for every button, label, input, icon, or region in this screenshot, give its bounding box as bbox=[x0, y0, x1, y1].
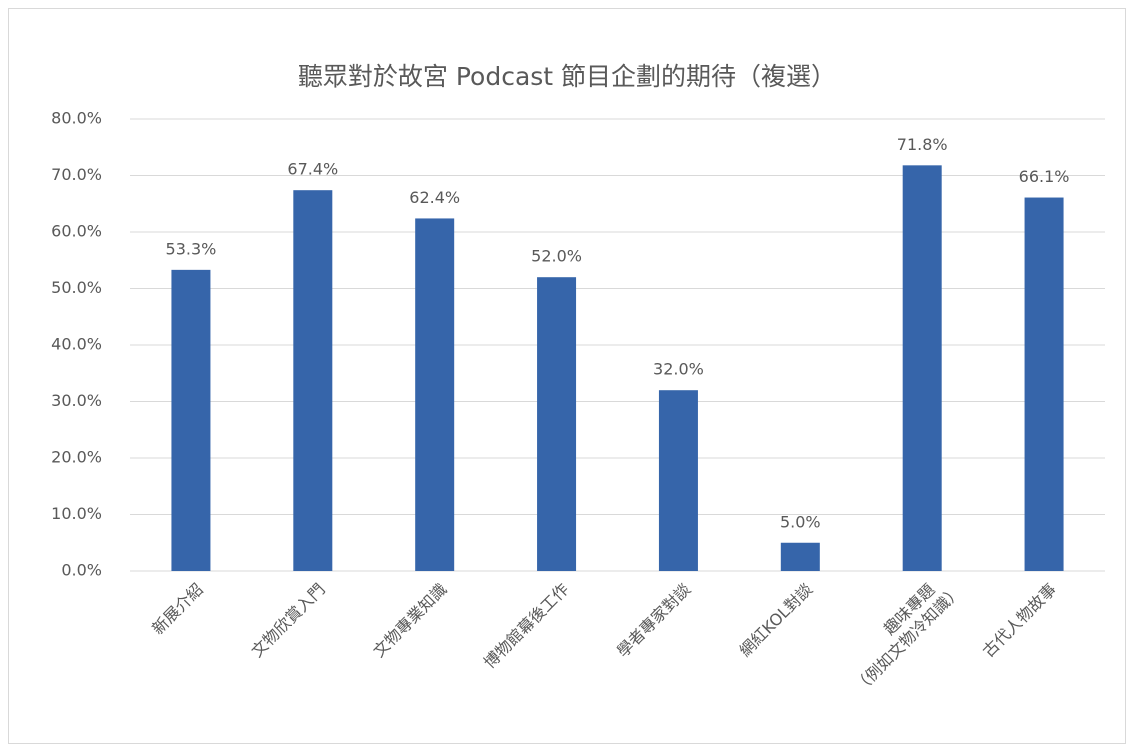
y-tick-label: 60.0% bbox=[51, 222, 102, 241]
y-tick-label: 50.0% bbox=[51, 278, 102, 297]
y-tick-label: 10.0% bbox=[51, 504, 102, 523]
y-tick-label: 70.0% bbox=[51, 165, 102, 184]
bar bbox=[780, 542, 820, 571]
bar bbox=[415, 218, 455, 571]
data-label: 62.4% bbox=[409, 188, 460, 207]
data-label: 52.0% bbox=[531, 247, 582, 266]
y-tick-label: 0.0% bbox=[61, 561, 102, 580]
data-label: 71.8% bbox=[897, 135, 948, 154]
bar bbox=[1024, 197, 1064, 571]
data-label: 67.4% bbox=[287, 160, 338, 179]
bar bbox=[537, 277, 577, 571]
chart-title: 聽眾對於故宮 Podcast 節目企劃的期待（複選） bbox=[298, 62, 836, 91]
y-tick-label: 30.0% bbox=[51, 391, 102, 410]
y-tick-label: 40.0% bbox=[51, 335, 102, 354]
bar bbox=[171, 269, 211, 571]
bar bbox=[658, 390, 698, 571]
y-tick-label: 20.0% bbox=[51, 448, 102, 467]
data-label: 32.0% bbox=[653, 360, 704, 379]
y-tick-label: 80.0% bbox=[51, 109, 102, 128]
data-label: 66.1% bbox=[1019, 167, 1070, 186]
bar bbox=[902, 165, 942, 571]
bar bbox=[293, 190, 333, 571]
data-label: 53.3% bbox=[166, 239, 217, 258]
data-label: 5.0% bbox=[780, 512, 821, 531]
